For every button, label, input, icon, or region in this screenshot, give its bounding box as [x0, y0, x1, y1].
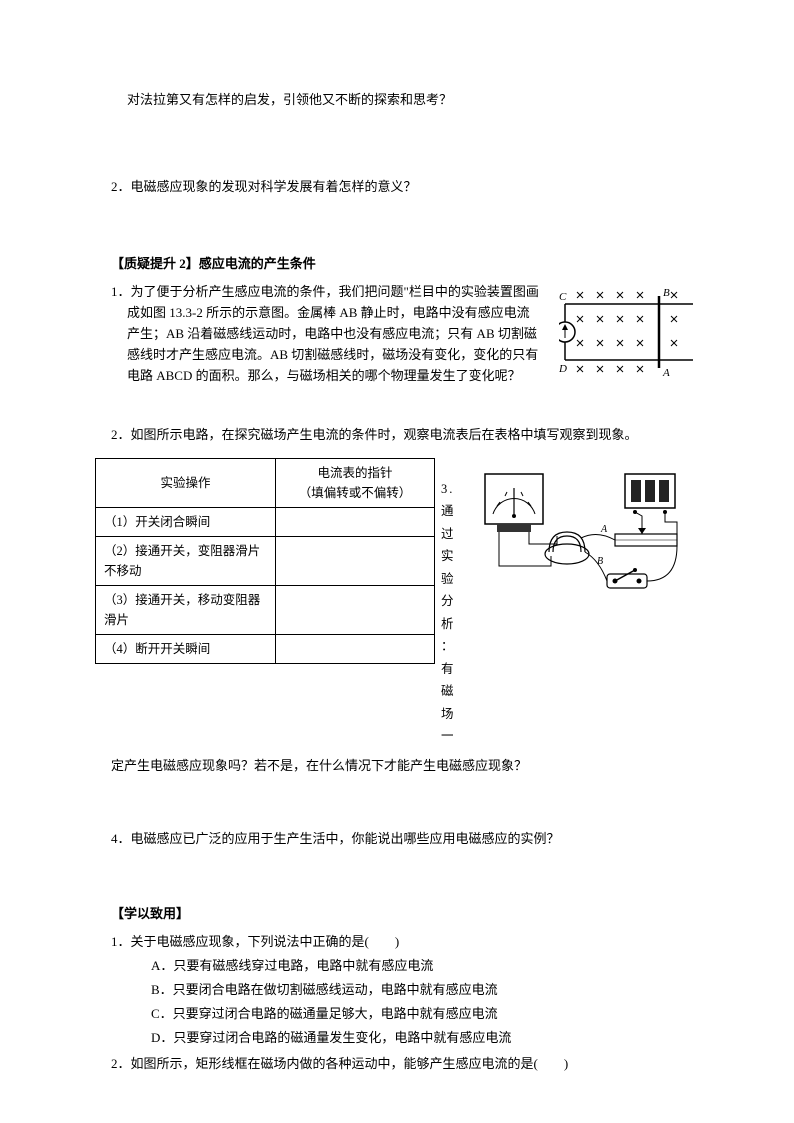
svg-text:D: D — [559, 363, 567, 375]
row-2-op: （2）接通开关，变阻器滑片不移动 — [96, 536, 276, 585]
svg-text:A: A — [600, 524, 608, 535]
row-1-op: （1）开关闭合瞬间 — [96, 507, 276, 536]
opt-a: A．只要有磁感线穿过电路，电路中就有感应电流 — [95, 956, 699, 977]
svg-text:A: A — [662, 367, 670, 379]
svg-text:B: B — [663, 287, 670, 299]
apply-heading: 【学以致用】 — [95, 904, 699, 925]
after-table-text: 定产生电磁感应现象吗？若不是，在什么情况下才能产生电磁感应现象？ — [95, 756, 699, 777]
circuit-diagram: A B — [465, 452, 699, 596]
section-2-q2: 2．如图所示电路，在探究磁场产生电流的条件时，观察电流表后在表格中填写观察到现象… — [95, 425, 699, 446]
row-1-val — [276, 507, 435, 536]
row-4-val — [276, 634, 435, 663]
row-3-op: （3）接通开关，移动变阻器滑片 — [96, 585, 276, 634]
magnetic-field-diagram: C B D A — [559, 282, 699, 389]
experiment-table: 实验操作 电流表的指针 （填偏转或不偏转） （1）开关闭合瞬间 （2）接通开关，… — [95, 458, 435, 664]
opt-c: C．只要穿过闭合电路的磁通量足够大，电路中就有感应电流 — [95, 1004, 699, 1025]
opt-b: B．只要闭合电路在做切割磁感线运动，电路中就有感应电流 — [95, 980, 699, 1001]
intro-line: 对法拉第又有怎样的启发，引领他又不断的探索和思考？ — [95, 90, 699, 111]
row-4-op: （4）断开开关瞬间 — [96, 634, 276, 663]
th-needle: 电流表的指针 （填偏转或不偏转） — [276, 458, 435, 507]
row-3-val — [276, 585, 435, 634]
section-2-q1: 1．为了便于分析产生感应电流的条件，我们把问题"栏目中的实验装置图画成如图 13… — [95, 282, 699, 389]
apply-q1: 1．关于电磁感应现象，下列说法中正确的是( ) — [95, 932, 699, 953]
row-2-val — [276, 536, 435, 585]
svg-text:B: B — [597, 556, 603, 567]
opt-d: D．只要穿过闭合电路的磁通量发生变化，电路中就有感应电流 — [95, 1028, 699, 1049]
wrapped-text-column: 3. 通 过 实 验 分 析 ： 有 磁 场 一 — [435, 452, 465, 748]
th-op: 实验操作 — [96, 458, 276, 507]
s2-q1-num: 1． — [111, 284, 131, 299]
experiment-row: 实验操作 电流表的指针 （填偏转或不偏转） （1）开关闭合瞬间 （2）接通开关，… — [95, 452, 699, 748]
s2-q1-text: 为了便于分析产生感应电流的条件，我们把问题"栏目中的实验装置图画成如图 13.3… — [127, 284, 539, 382]
apply-q2: 2．如图所示，矩形线框在磁场内做的各种运动中，能够产生感应电流的是( ) — [95, 1054, 699, 1075]
svg-text:C: C — [559, 291, 567, 303]
question-2: 2．电磁感应现象的发现对科学发展有着怎样的意义？ — [95, 177, 699, 198]
section-2-heading: 【质疑提升 2】感应电流的产生条件 — [95, 254, 699, 275]
question-4: 4．电磁感应已广泛的应用于生产生活中，你能说出哪些应用电磁感应的实例？ — [95, 829, 699, 850]
